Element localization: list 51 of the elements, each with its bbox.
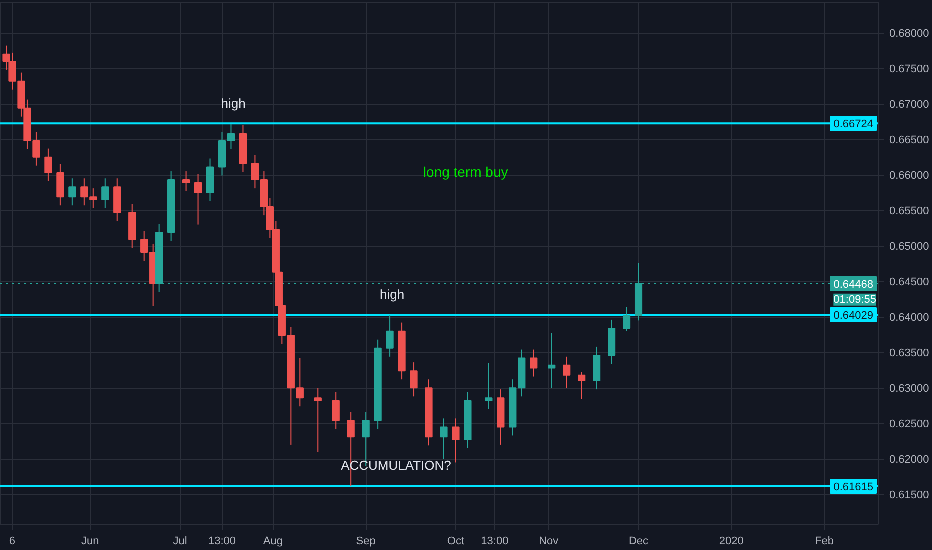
x-tick-label: Aug <box>263 536 283 548</box>
y-tick-label: 0.66000 <box>890 170 930 182</box>
ref-line-label: 0.64468 <box>834 278 874 291</box>
annotation: high <box>380 286 405 302</box>
x-tick-label: Oct <box>447 536 465 548</box>
candlestick <box>485 362 493 410</box>
annotation: high <box>221 96 246 111</box>
y-tick-label: 0.66500 <box>890 134 930 147</box>
y-tick-label: 0.61500 <box>890 490 930 502</box>
x-tick-label: 6 <box>9 536 16 548</box>
candlestick <box>410 362 418 398</box>
x-tick-label: 13:00 <box>481 536 509 548</box>
candlestick <box>44 148 52 182</box>
y-tick-label: 0.64000 <box>890 312 930 324</box>
y-tick-label: 0.67000 <box>890 99 930 112</box>
candlestick <box>194 174 202 226</box>
annotation: 01:09:55 <box>834 294 877 306</box>
y-tick-label: 0.62500 <box>890 418 930 431</box>
candlestick <box>622 306 631 332</box>
candlestick <box>68 178 76 206</box>
candlestick <box>530 349 538 378</box>
x-tick-label: 2020 <box>719 536 744 548</box>
y-tick-label: 0.64500 <box>890 276 930 289</box>
candlestick <box>548 332 556 389</box>
x-tick-label: Nov <box>539 536 560 548</box>
y-tick-label: 0.63500 <box>890 348 930 360</box>
y-tick-label: 0.62000 <box>890 454 930 466</box>
candlestick <box>314 388 322 453</box>
candlestick <box>563 356 571 389</box>
y-tick-label: 0.65000 <box>890 241 930 254</box>
x-tick-label: Sep <box>356 536 376 548</box>
x-tick-label: 13:00 <box>208 536 236 548</box>
y-tick-label: 0.63000 <box>890 383 930 396</box>
y-tick-label: 0.67500 <box>890 64 930 76</box>
y-tick-label: 0.68000 <box>890 28 930 40</box>
x-tick-label: Jul <box>173 536 188 548</box>
annotation: long term buy <box>423 164 508 180</box>
x-tick-label: Feb <box>815 536 834 548</box>
ref-line-label: 0.66724 <box>834 118 874 131</box>
candlestick <box>102 178 110 209</box>
ref-line-label: 0.61615 <box>834 482 874 494</box>
candlestick <box>182 171 190 192</box>
candlestick <box>332 392 340 430</box>
candlestick <box>386 314 394 358</box>
candlestick <box>452 418 460 464</box>
y-tick-label: 0.65500 <box>890 206 930 218</box>
candlestick <box>578 372 586 400</box>
candlestick <box>440 418 448 460</box>
x-tick-label: Dec <box>628 536 650 548</box>
ref-line-label: 0.64029 <box>834 310 874 322</box>
x-tick-label: Jun <box>82 536 100 548</box>
